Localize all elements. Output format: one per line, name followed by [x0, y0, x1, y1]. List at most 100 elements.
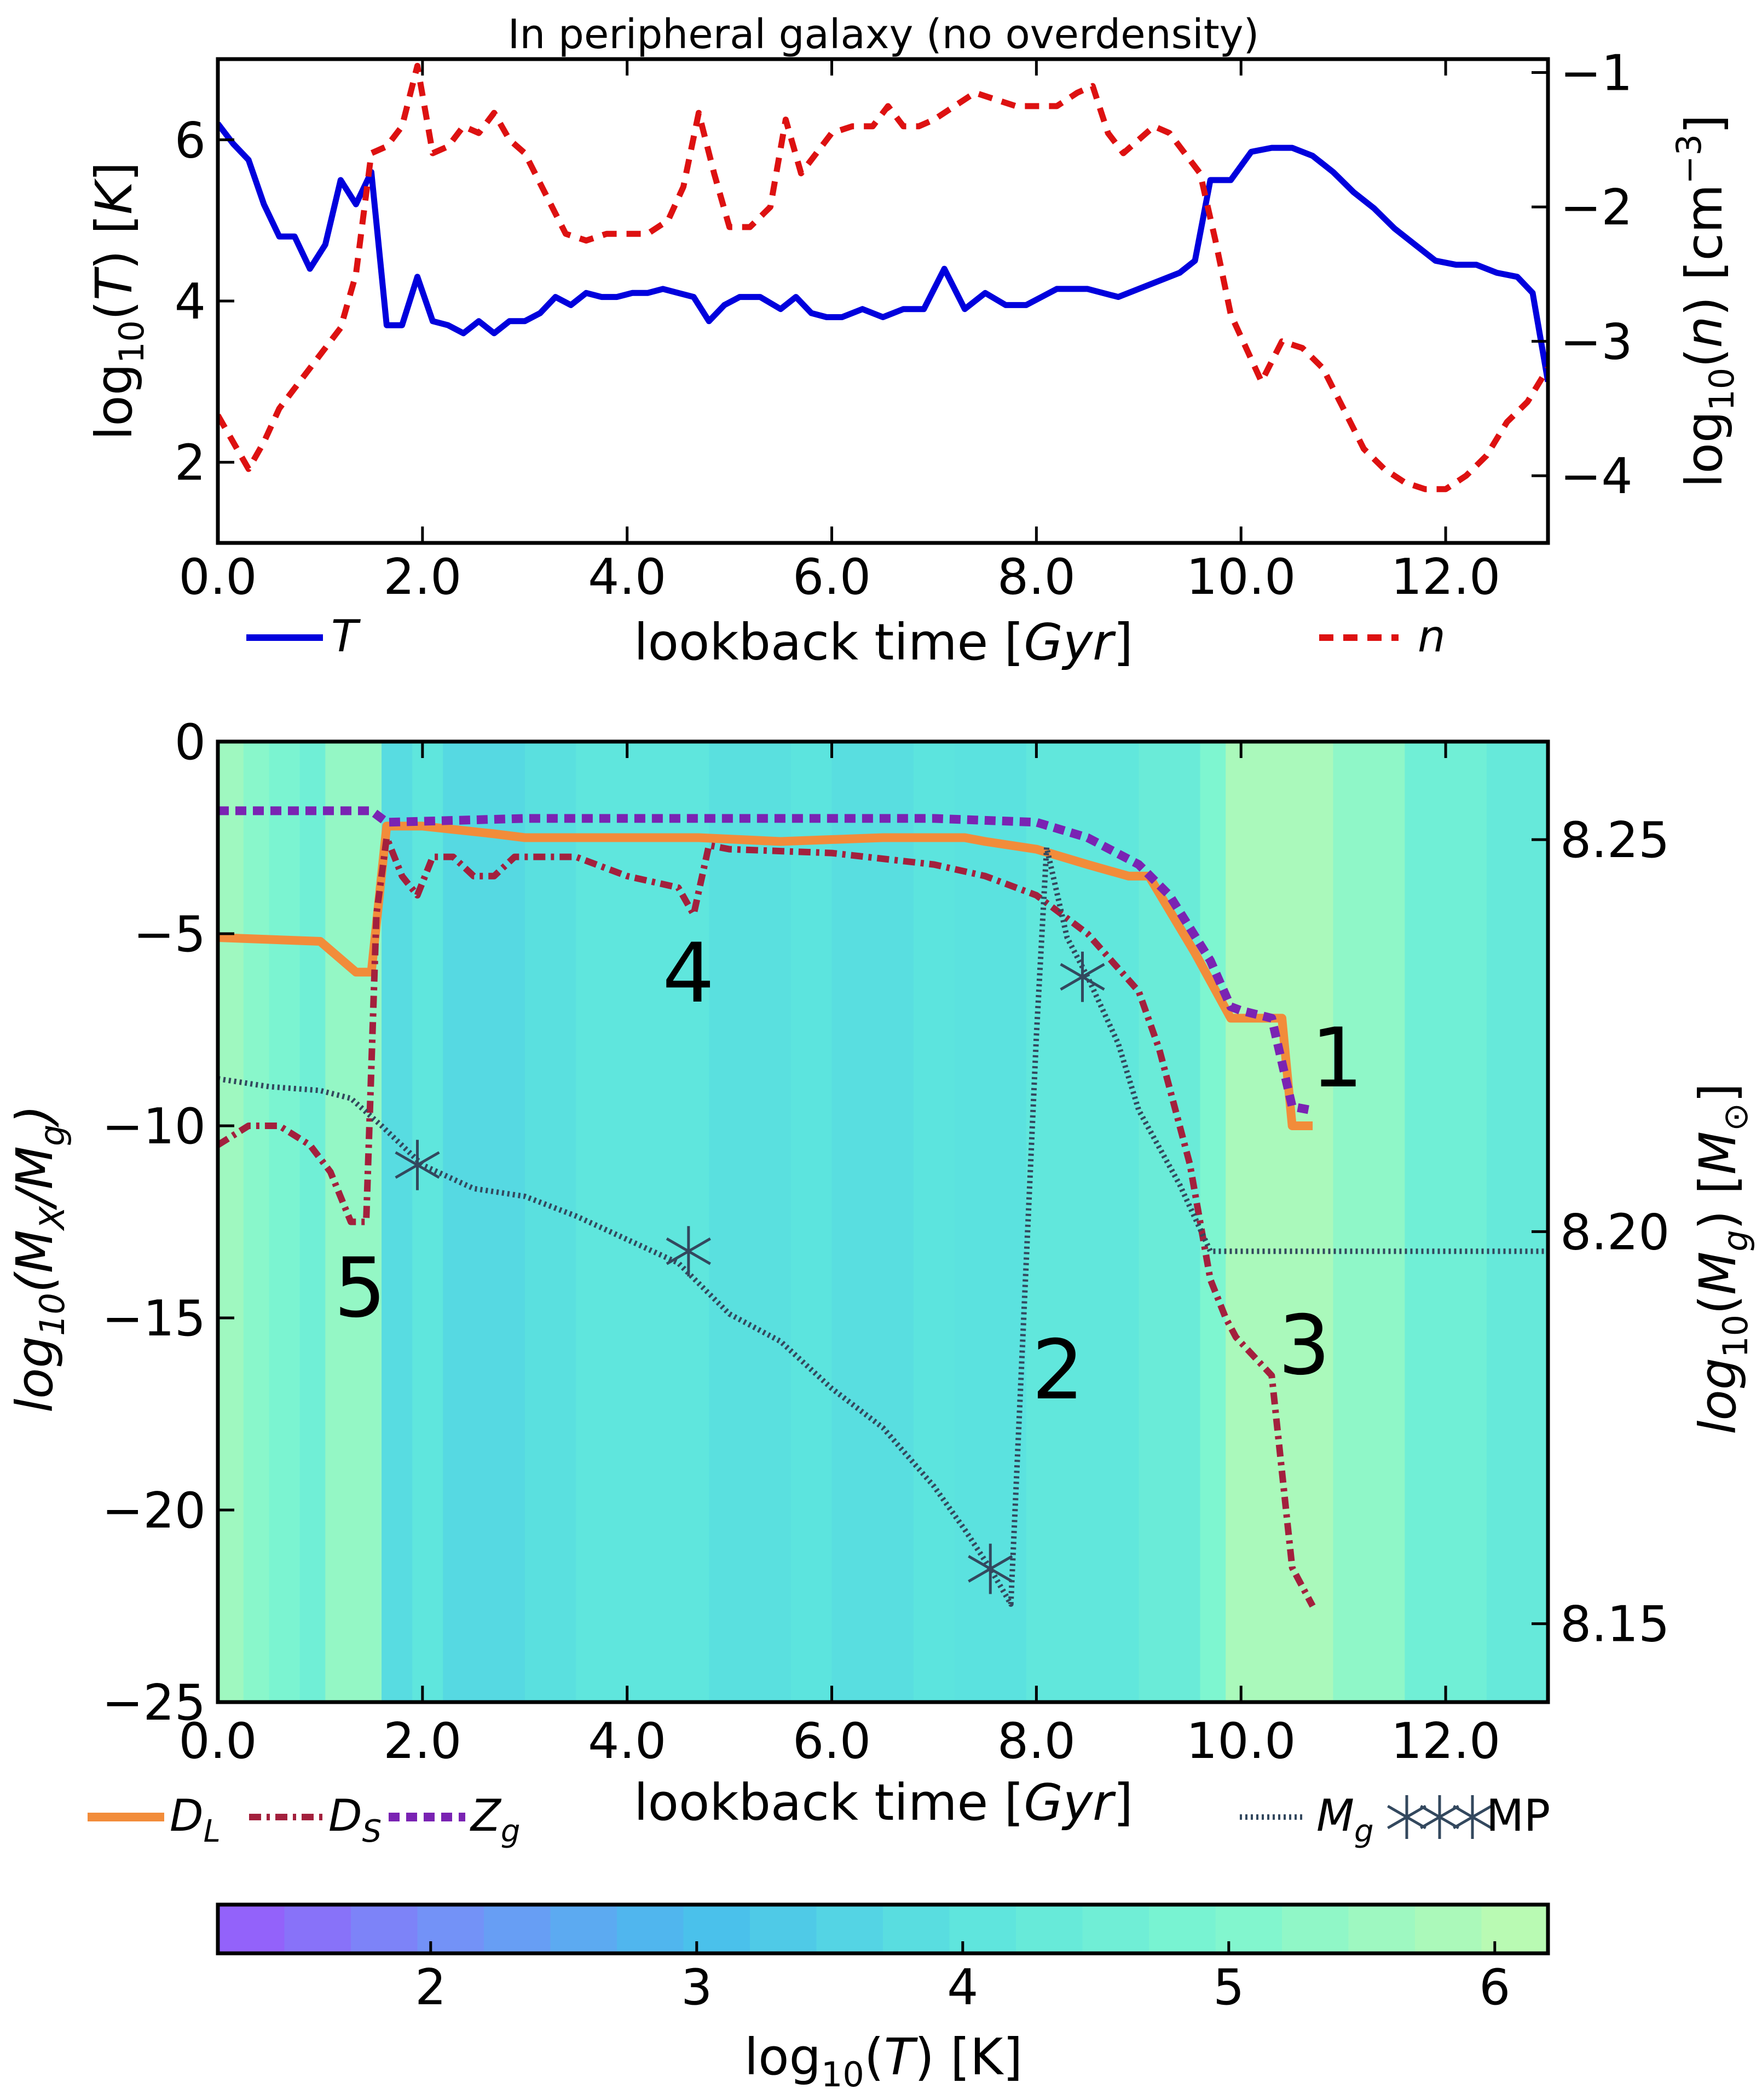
- temperature-band: [1333, 742, 1406, 1702]
- legend-label-Z_g: Zg: [470, 1790, 520, 1849]
- temperature-band: [914, 742, 955, 1702]
- colorbar-tick-label: 2: [415, 1959, 446, 2016]
- bottom-y-tick-label: −15: [102, 1290, 206, 1347]
- colorbar-frame: [216, 1902, 1550, 1956]
- temperature-band: [269, 742, 301, 1702]
- temperature-band: [299, 742, 326, 1702]
- bottom-panel: 0.0 2.0 4.0 6.0 8.0 10.0 12.0 0−5−10−15−20−25 …: [5, 714, 1755, 1849]
- colorbar-cell: [1215, 1905, 1282, 1953]
- top-y-tick-label: 2: [175, 435, 206, 492]
- temperature-band: [1139, 742, 1201, 1702]
- colorbar-cell: [1481, 1905, 1549, 1953]
- top-x-tick-label: 0.0: [178, 548, 257, 606]
- bottom-y-tick-label: −25: [102, 1674, 206, 1732]
- bottom-x-ticks: 0.0 2.0 4.0 6.0 8.0 10.0 12.0: [178, 742, 1500, 1770]
- top-panel: In peripheral galaxy (no overdensity) 0.…: [85, 11, 1742, 672]
- colorbar-tick-label: 3: [681, 1959, 712, 2016]
- colorbar-label: log10(T) [K]: [744, 2028, 1023, 2095]
- top-y2-tick-label: −3: [1560, 314, 1633, 371]
- temperature-band: [1486, 742, 1548, 1702]
- temperature-band: [1226, 742, 1334, 1702]
- colorbar-cell: [949, 1905, 1016, 1953]
- legend-swatch-MP: [1387, 1795, 1492, 1839]
- colorbar-cell: [284, 1905, 351, 1953]
- bottom-x-axis-label: lookback time [Gyr]: [634, 1773, 1133, 1832]
- top-y2-tick-label: −4: [1560, 448, 1633, 505]
- annotation-5: 5: [334, 1241, 386, 1336]
- top-series-line-n: [218, 62, 1548, 493]
- annotation-3: 3: [1278, 1298, 1330, 1393]
- bottom-plot-frame: [216, 739, 1550, 1704]
- bottom-x-tick-label: 10.0: [1186, 1713, 1296, 1770]
- colorbar-cell: [417, 1905, 484, 1953]
- colorbar-cell: [617, 1905, 684, 1953]
- temperature-band: [412, 742, 444, 1702]
- series-marker-MP: [1060, 951, 1105, 1002]
- top-x-tick-label: 4.0: [588, 548, 666, 606]
- top-x-tick-label: 10.0: [1186, 548, 1296, 606]
- legend-label-MP: MP: [1486, 1790, 1550, 1841]
- bottom-series-line-M_g: [218, 844, 1548, 1607]
- colorbar-ticks: 2 3 4 5 6: [415, 1941, 1510, 2016]
- bottom-y-ticks: 0 −5 −10 −15 −20 −25: [102, 714, 234, 1732]
- top-y-axis-label: log10(T) [K]: [85, 162, 152, 441]
- temperature-band: [218, 742, 244, 1702]
- legend-label-M_g: Mg: [1316, 1790, 1374, 1849]
- bottom-x-tick-label: 2.0: [383, 1713, 461, 1770]
- top-x-tick-label: 12.0: [1391, 548, 1500, 606]
- colorbar-tick-label: 4: [947, 1959, 978, 2016]
- colorbar-cell: [1415, 1905, 1482, 1953]
- bottom-y2-ticks: 8.25 8.20 8.15: [1532, 812, 1669, 1653]
- temperature-band: [1405, 742, 1487, 1702]
- top-y2-axis-label: log10(n) [cm−3]: [1669, 114, 1742, 488]
- temperature-band: [831, 742, 915, 1702]
- bottom-y-tick-label: −20: [102, 1482, 206, 1540]
- colorbar-gradient: [218, 1905, 1549, 1953]
- colorbar-cell: [1149, 1905, 1216, 1953]
- bottom-x-tick-label: 0.0: [178, 1713, 257, 1770]
- colorbar-cell: [351, 1905, 418, 1953]
- bottom-x-tick-label: 8.0: [997, 1713, 1076, 1770]
- top-y2-ticks: −1 −2 −3 −4: [1532, 45, 1633, 505]
- temperature-band: [524, 742, 577, 1702]
- bottom-y-tick-label: −10: [102, 1098, 206, 1155]
- colorbar: 2 3 4 5 6 log10(T) [K]: [216, 1902, 1550, 2095]
- bottom-x-tick-label: 4.0: [588, 1713, 666, 1770]
- top-x-tick-label: 8.0: [997, 548, 1076, 606]
- colorbar-cell: [1348, 1905, 1416, 1953]
- legend-label-D_S: DS: [328, 1790, 382, 1849]
- top-series-line-T: [218, 122, 1548, 383]
- legend-label-T: T: [331, 611, 361, 662]
- bottom-y2-tick-label: 8.25: [1560, 812, 1669, 869]
- colorbar-cell: [218, 1905, 285, 1953]
- temperature-band: [790, 742, 833, 1702]
- top-y2-tick-label: −2: [1560, 179, 1633, 236]
- legend-mp-marker: [1387, 1795, 1426, 1839]
- legend-mp-marker: [1420, 1795, 1459, 1839]
- top-x-axis-label: lookback time [Gyr]: [634, 613, 1133, 672]
- top-y-tick-label: 6: [175, 112, 206, 169]
- colorbar-cell: [550, 1905, 617, 1953]
- bottom-x-tick-label: 12.0: [1391, 1713, 1500, 1770]
- series-marker-MP: [968, 1543, 1013, 1594]
- colorbar-cell: [1082, 1905, 1149, 1953]
- top-x-ticks: 0.0 2.0 4.0 6.0 8.0 10.0 12.0: [178, 59, 1500, 606]
- bottom-x-tick-label: 6.0: [793, 1713, 871, 1770]
- colorbar-cell: [750, 1905, 817, 1953]
- top-series-layer: [218, 62, 1548, 493]
- temperature-band: [1200, 742, 1227, 1702]
- temperature-band: [1026, 742, 1140, 1702]
- legend-label-n: n: [1418, 611, 1446, 662]
- temperature-background-bands: [218, 742, 1548, 1702]
- legend-mp-marker: [1453, 1795, 1492, 1839]
- colorbar-tick-label: 6: [1479, 1959, 1510, 2016]
- colorbar-cell: [683, 1905, 750, 1953]
- temperature-band: [243, 742, 270, 1702]
- colorbar-cell: [1016, 1905, 1083, 1953]
- bottom-y2-tick-label: 8.20: [1560, 1204, 1669, 1261]
- bottom-y-tick-label: 0: [175, 714, 206, 771]
- temperature-band: [576, 742, 710, 1702]
- bottom-y-tick-label: −5: [133, 906, 206, 963]
- top-y2-tick-label: −1: [1560, 45, 1633, 102]
